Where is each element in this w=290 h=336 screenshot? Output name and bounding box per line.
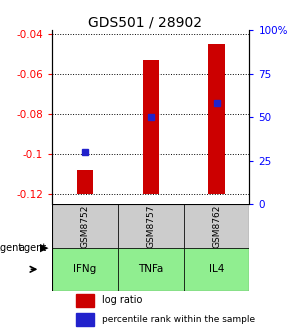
Bar (52, 248, 118, 291)
Text: IL4: IL4 (209, 264, 224, 274)
Bar (76, 294, 94, 307)
Text: GSM8752: GSM8752 (81, 204, 90, 248)
Bar (208, 44, 225, 194)
Text: percentile rank within the sample: percentile rank within the sample (102, 315, 255, 324)
Bar (77, 170, 93, 194)
Text: agent: agent (0, 243, 23, 253)
Bar (184, 204, 249, 248)
Bar (118, 248, 184, 291)
Text: agent: agent (18, 243, 46, 253)
Text: TNFa: TNFa (138, 264, 164, 274)
Text: log ratio: log ratio (102, 295, 142, 305)
Bar (52, 204, 118, 248)
Bar (118, 204, 184, 248)
Bar (184, 248, 249, 291)
Text: IFNg: IFNg (73, 264, 97, 274)
Bar (143, 60, 159, 194)
Text: GDS501 / 28902: GDS501 / 28902 (88, 15, 202, 29)
Text: GSM8762: GSM8762 (212, 204, 221, 248)
Text: GSM8757: GSM8757 (146, 204, 155, 248)
Bar (76, 313, 94, 326)
Text: ▶: ▶ (40, 243, 48, 253)
